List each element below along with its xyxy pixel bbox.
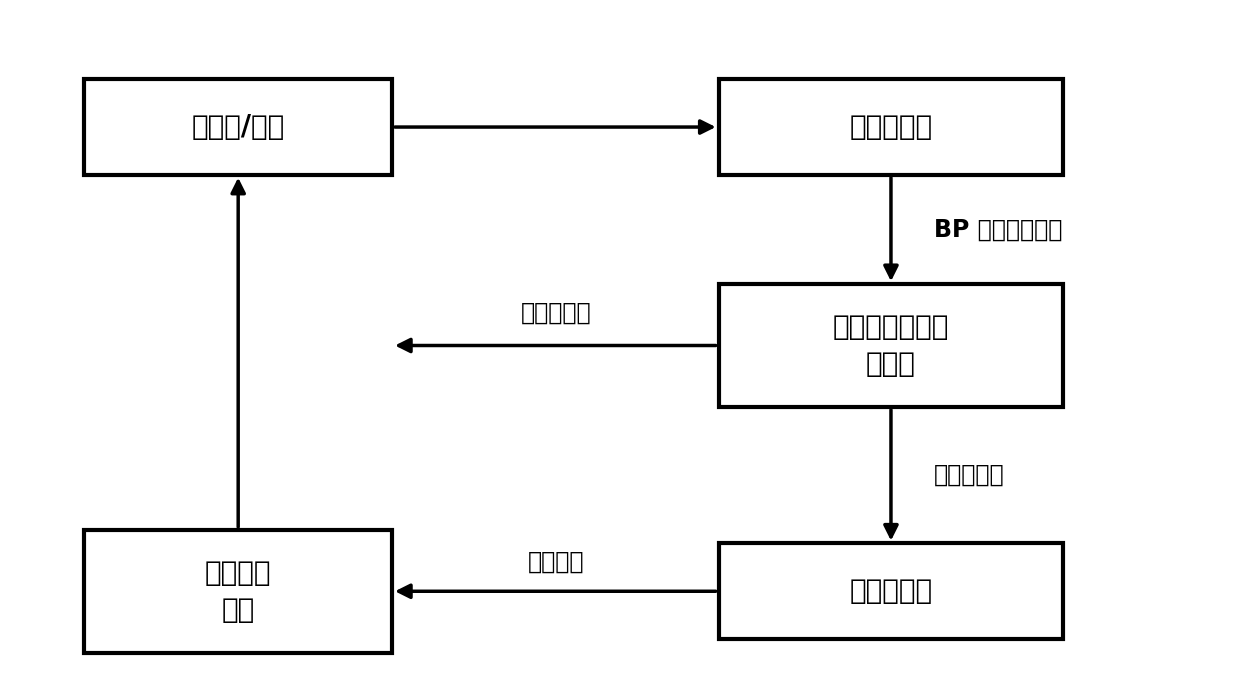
Text: 误差范围外: 误差范围外 xyxy=(934,463,1004,487)
Bar xyxy=(718,79,1064,175)
Bar xyxy=(718,284,1064,407)
Text: 发出信号: 发出信号 xyxy=(528,550,584,574)
Text: 误差范围内: 误差范围内 xyxy=(521,301,591,325)
Text: 拉曼光谱仪: 拉曼光谱仪 xyxy=(849,113,932,141)
Bar xyxy=(84,530,392,653)
Bar xyxy=(718,544,1064,639)
Bar xyxy=(84,79,392,175)
Text: 染液槽/染缸: 染液槽/染缸 xyxy=(191,113,285,141)
Text: 监督控制器: 监督控制器 xyxy=(849,577,932,605)
Text: 自动给液
装置: 自动给液 装置 xyxy=(205,559,272,624)
Text: BP 神经网络模型: BP 神经网络模型 xyxy=(934,218,1063,241)
Text: 变化率与阈值进
行比较: 变化率与阈值进 行比较 xyxy=(833,313,949,378)
